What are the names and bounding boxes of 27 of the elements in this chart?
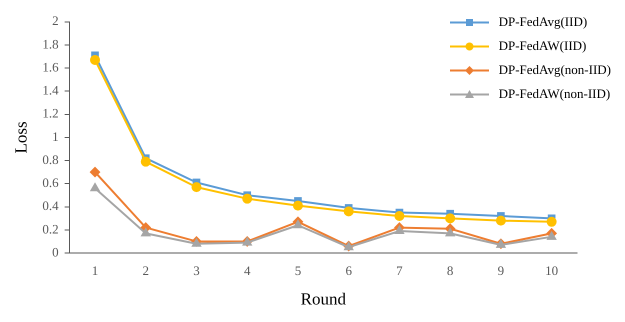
y-tick-label: 0.4	[42, 198, 60, 214]
y-axis-title: Loss	[12, 121, 31, 154]
y-tick-label: 0.2	[42, 221, 59, 236]
legend-label: DP-FedAvg(non-IID)	[498, 62, 611, 78]
x-tick-label: 4	[244, 263, 251, 278]
x-tick-label: 6	[345, 263, 352, 278]
legend-label: DP-FedAvg(IID)	[498, 14, 588, 30]
y-tick-label: 0	[52, 244, 59, 260]
legend-label: DP-FedAW(non-IID)	[498, 86, 610, 102]
x-tick-label: 5	[294, 263, 302, 278]
y-tick-label: 0.8	[42, 152, 59, 167]
y-tick-label: 0.6	[42, 175, 60, 190]
y-tick-label: 1.2	[42, 106, 59, 121]
y-tick-label: 2	[52, 13, 59, 28]
legend-label: DP-FedAW(IID)	[498, 38, 586, 54]
x-axis-title: Round	[300, 289, 346, 308]
x-tick-label: 10	[545, 263, 558, 278]
y-tick-label: 1.4	[42, 82, 60, 98]
y-tick-label: 1	[52, 128, 59, 144]
x-tick-label: 2	[142, 263, 150, 278]
x-tick-label: 3	[193, 263, 200, 278]
x-tick-label: 8	[446, 263, 454, 278]
x-tick-label: 7	[396, 263, 404, 278]
y-tick-label: 1.6	[42, 59, 60, 74]
x-tick-label: 9	[498, 263, 504, 278]
y-tick-label: 1.8	[42, 36, 59, 52]
x-tick-label: 1	[92, 263, 98, 278]
